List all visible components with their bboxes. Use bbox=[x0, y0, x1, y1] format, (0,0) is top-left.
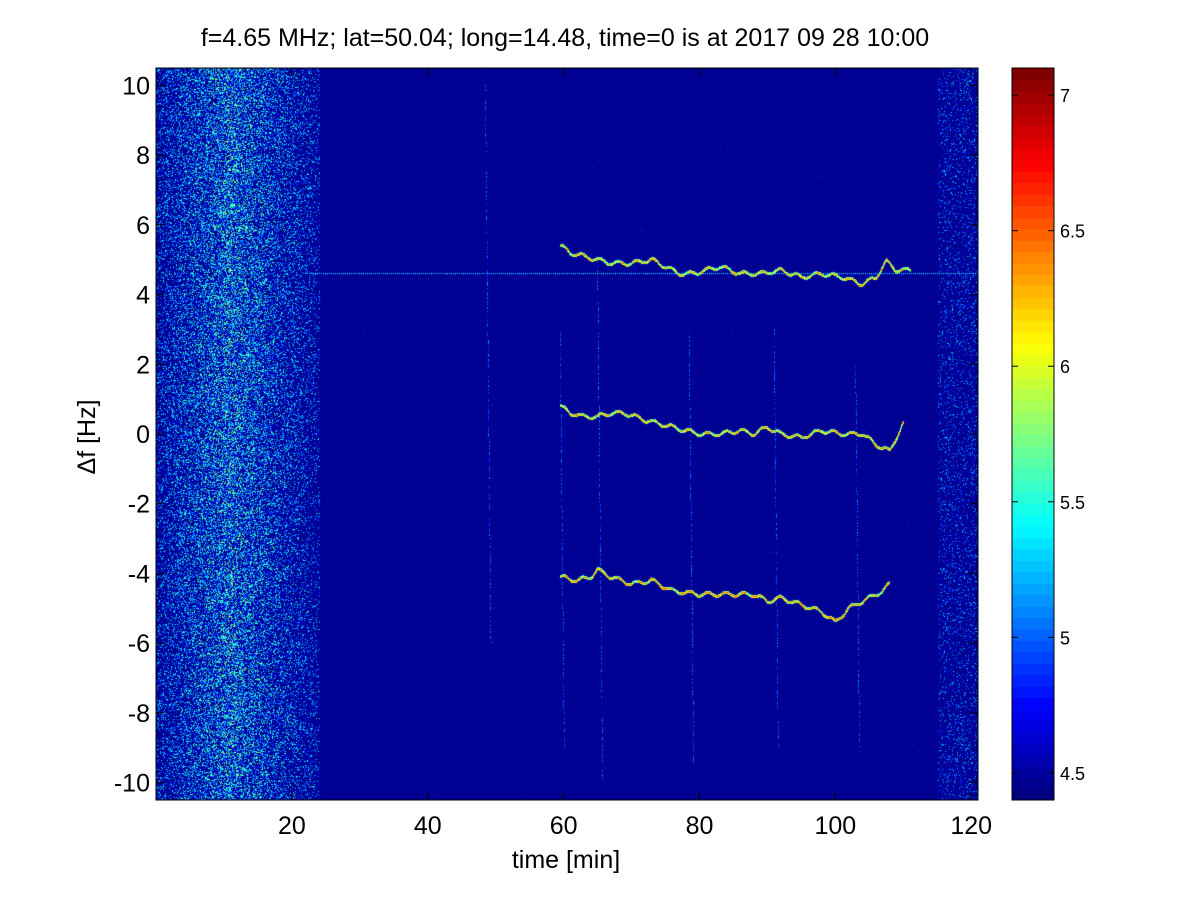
x-tick-label: 40 bbox=[414, 812, 442, 840]
colorbar bbox=[1012, 68, 1054, 800]
x-tick-label: 80 bbox=[686, 812, 714, 840]
x-tick-label: 20 bbox=[278, 812, 306, 840]
chart-title: f=4.65 MHz; lat=50.04; long=14.48, time=… bbox=[201, 24, 929, 52]
x-tick-label: 120 bbox=[950, 812, 992, 840]
y-tick-label: 2 bbox=[136, 351, 150, 379]
colorbar-tick-label: 7 bbox=[1060, 86, 1070, 106]
y-tick-label: 4 bbox=[136, 282, 150, 310]
y-axis-label: Δf [Hz] bbox=[73, 399, 101, 474]
y-tick-label: 10 bbox=[122, 72, 150, 100]
y-tick-label: -10 bbox=[114, 770, 150, 798]
colorbar-ticks: 4.5 5 5.5 6 6.5 7 bbox=[1012, 86, 1085, 784]
y-axis-ticks: 10 8 6 4 2 0 -2 -4 -6 -8 -10 bbox=[114, 72, 978, 798]
colorbar-tick-label: 6.5 bbox=[1060, 222, 1085, 242]
colorbar-tick-label: 6 bbox=[1060, 357, 1070, 377]
y-tick-label: 0 bbox=[136, 421, 150, 449]
colorbar-canvas bbox=[1012, 68, 1054, 800]
y-tick-label: 6 bbox=[136, 212, 150, 240]
y-tick-label: 8 bbox=[136, 142, 150, 170]
y-tick-label: -8 bbox=[128, 700, 150, 728]
x-axis-label: time [min] bbox=[512, 846, 620, 874]
y-tick-label: -2 bbox=[128, 491, 150, 519]
x-tick-label: 60 bbox=[550, 812, 578, 840]
colorbar-tick-label: 4.5 bbox=[1060, 764, 1085, 784]
spectrogram-area bbox=[156, 68, 978, 800]
colorbar-frame bbox=[1011, 67, 1055, 801]
colorbar-tick-label: 5 bbox=[1060, 628, 1070, 648]
colorbar-tick-label: 5.5 bbox=[1060, 493, 1085, 513]
y-tick-label: -6 bbox=[128, 630, 150, 658]
x-axis-ticks: 20 40 60 80 100 120 bbox=[278, 68, 992, 840]
x-tick-label: 100 bbox=[814, 812, 856, 840]
spectrogram-canvas bbox=[156, 68, 978, 800]
y-tick-label: -4 bbox=[128, 560, 150, 588]
